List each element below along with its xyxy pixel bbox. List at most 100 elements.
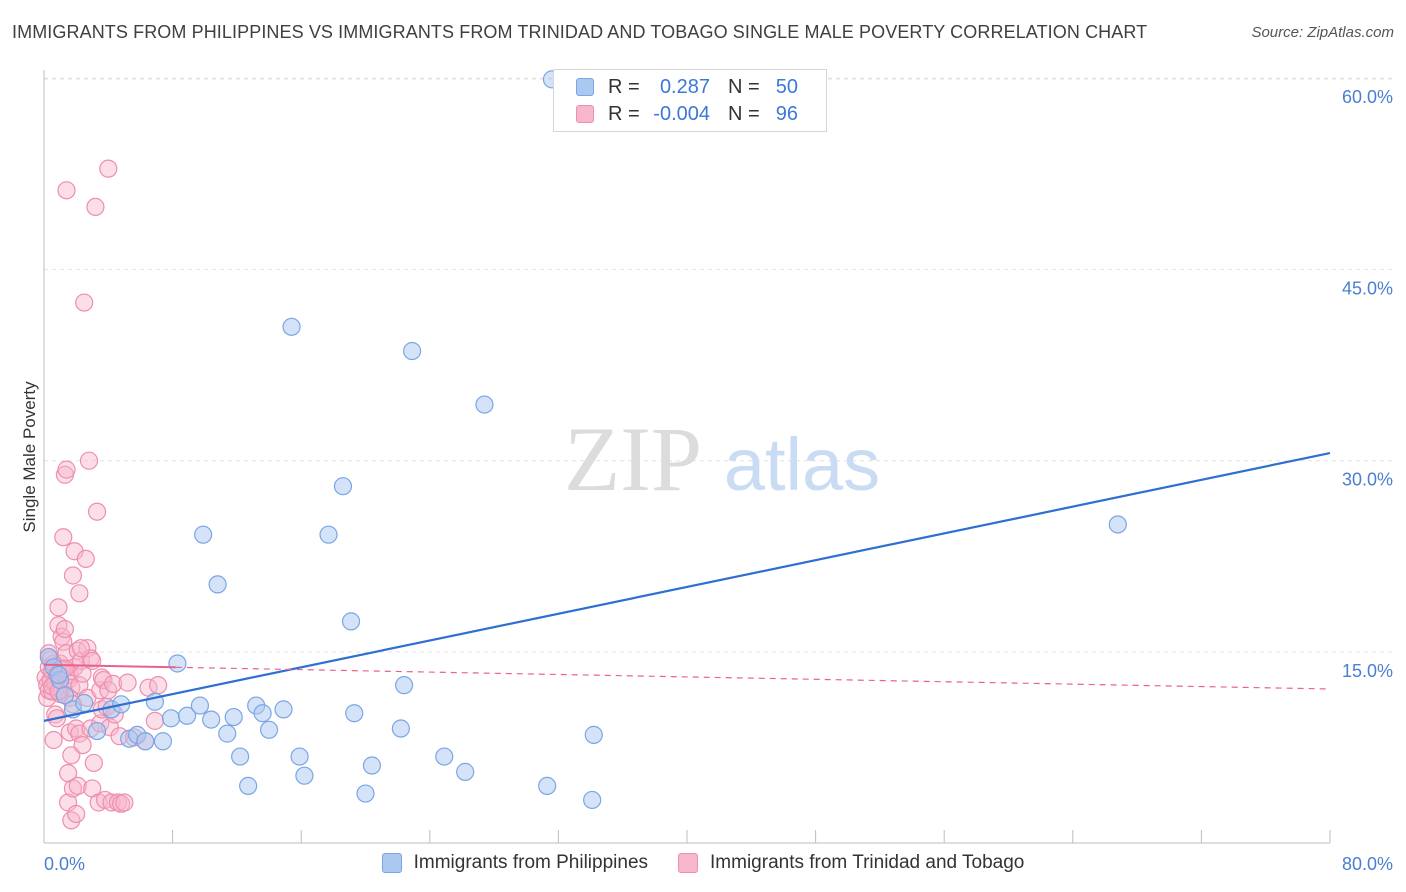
y-axis-title: Single Male Poverty <box>20 381 39 533</box>
philippines-point <box>341 612 361 631</box>
trinidad-point <box>63 779 83 798</box>
trinidad-point <box>115 793 134 812</box>
legend-n-label: N = <box>728 102 760 125</box>
philippines-point <box>224 707 243 727</box>
axes <box>43 70 1331 844</box>
philippines-point <box>584 725 603 744</box>
trinidad-trendline-solid <box>43 663 176 669</box>
trinidad-point <box>44 730 63 750</box>
philippines-point <box>190 696 210 715</box>
trinidad-point <box>67 804 86 824</box>
philippines-point <box>456 762 475 781</box>
y-tick-label: 15.0% <box>1342 661 1393 681</box>
philippines-point <box>1108 515 1127 534</box>
trinidad-point <box>73 735 92 755</box>
series-legend-label-trinidad: Immigrants from Trinidad and Tobago <box>710 852 1025 873</box>
trinidad-point <box>57 460 76 479</box>
trinidad-point <box>54 528 73 547</box>
philippines-point <box>253 704 272 723</box>
philippines-trendline <box>43 451 1331 722</box>
legend-n-value: 96 <box>775 102 798 125</box>
trinidad-point <box>149 676 168 695</box>
y-tick-label: 60.0% <box>1342 87 1393 107</box>
trinidad-point <box>63 566 83 585</box>
philippines-point <box>290 747 309 766</box>
philippines-point <box>136 732 155 751</box>
chart-title: IMMIGRANTS FROM PHILIPPINES VS IMMIGRANT… <box>12 22 1148 42</box>
philippines-point <box>274 700 293 719</box>
trinidad-point <box>57 644 76 663</box>
trinidad-point <box>145 711 165 730</box>
philippines-point <box>231 747 250 766</box>
philippines-point <box>345 704 364 723</box>
philippines-point <box>218 724 237 743</box>
series-legend-label-philippines: Immigrants from Philippines <box>413 852 649 873</box>
legend-r-label: R = <box>608 102 640 125</box>
watermark: ZIP atlas <box>564 408 880 510</box>
x-tick-label-end: 80.0% <box>1342 854 1393 874</box>
trinidad-point <box>79 451 99 470</box>
series-philippines <box>39 70 1127 810</box>
philippines-point <box>87 721 107 741</box>
philippines-point <box>362 756 382 775</box>
trinidad-point <box>87 502 107 521</box>
legend-n-label: N = <box>728 75 760 98</box>
philippines-point <box>538 776 557 796</box>
trinidad-point <box>102 793 121 812</box>
philippines-point <box>75 693 94 713</box>
trinidad-point <box>84 753 103 773</box>
trinidad-point <box>99 159 118 178</box>
philippines-point <box>583 790 602 810</box>
philippines-point <box>55 686 74 705</box>
philippines-point <box>208 575 227 594</box>
watermark-atlas: atlas <box>724 423 880 506</box>
series-legend: Immigrants from Philippines Immigrants f… <box>0 852 1406 874</box>
legend-r-value: 0.287 <box>659 75 710 98</box>
philippines-point <box>319 525 338 544</box>
philippines-point <box>333 477 353 496</box>
philippines-point <box>435 747 454 766</box>
trinidad-point <box>49 598 68 617</box>
trinidad-point <box>70 724 89 743</box>
trinidad-point <box>57 181 76 200</box>
philippines-point <box>202 710 221 729</box>
philippines-point <box>239 776 258 796</box>
legend-swatch-trinidad <box>576 105 594 123</box>
legend-row-philippines: R = 0.287 N = 50 <box>576 75 798 99</box>
trinidad-point <box>94 670 113 690</box>
philippines-point <box>394 676 414 695</box>
trinidad-point <box>71 639 91 658</box>
series-legend-swatch-philippines <box>381 853 402 873</box>
trinidad-point <box>76 549 95 569</box>
legend-swatch-philippines <box>576 78 594 96</box>
philippines-point <box>391 719 410 738</box>
philippines-point <box>168 654 187 673</box>
legend-r-value: -0.004 <box>653 102 710 125</box>
trinidad-trendline-dashed <box>175 666 1331 690</box>
legend: R = 0.287 N = 50 R = -0.004 N = 96 <box>553 69 827 132</box>
philippines-point <box>153 732 173 751</box>
trinidad-point <box>104 674 123 693</box>
chart-source: Source: ZipAtlas.com <box>1251 24 1394 41</box>
trinidad-point <box>75 293 94 312</box>
philippines-point <box>282 317 301 336</box>
trinidad-point <box>68 776 87 796</box>
trinidad-point <box>118 673 137 692</box>
trinidad-point <box>70 584 89 603</box>
philippines-point <box>161 709 181 728</box>
philippines-point <box>49 665 68 685</box>
philippines-point <box>194 525 213 544</box>
philippines-point <box>177 706 197 725</box>
series-legend-trinidad: Immigrants from Trinidad and Tobago <box>678 852 1024 874</box>
trinidad-point <box>67 719 86 738</box>
legend-n-value: 50 <box>775 75 798 98</box>
y-tick-label: 30.0% <box>1342 470 1393 490</box>
philippines-point <box>403 341 422 361</box>
series-legend-philippines: Immigrants from Philippines <box>381 852 649 874</box>
philippines-point <box>295 766 314 785</box>
tick-labels: 15.0% 30.0% 45.0% 60.0% 0.0% 80.0% <box>44 87 1393 874</box>
trinidad-point <box>86 197 105 217</box>
trendlines <box>43 451 1331 722</box>
legend-row-trinidad: R = -0.004 N = 96 <box>576 102 798 126</box>
